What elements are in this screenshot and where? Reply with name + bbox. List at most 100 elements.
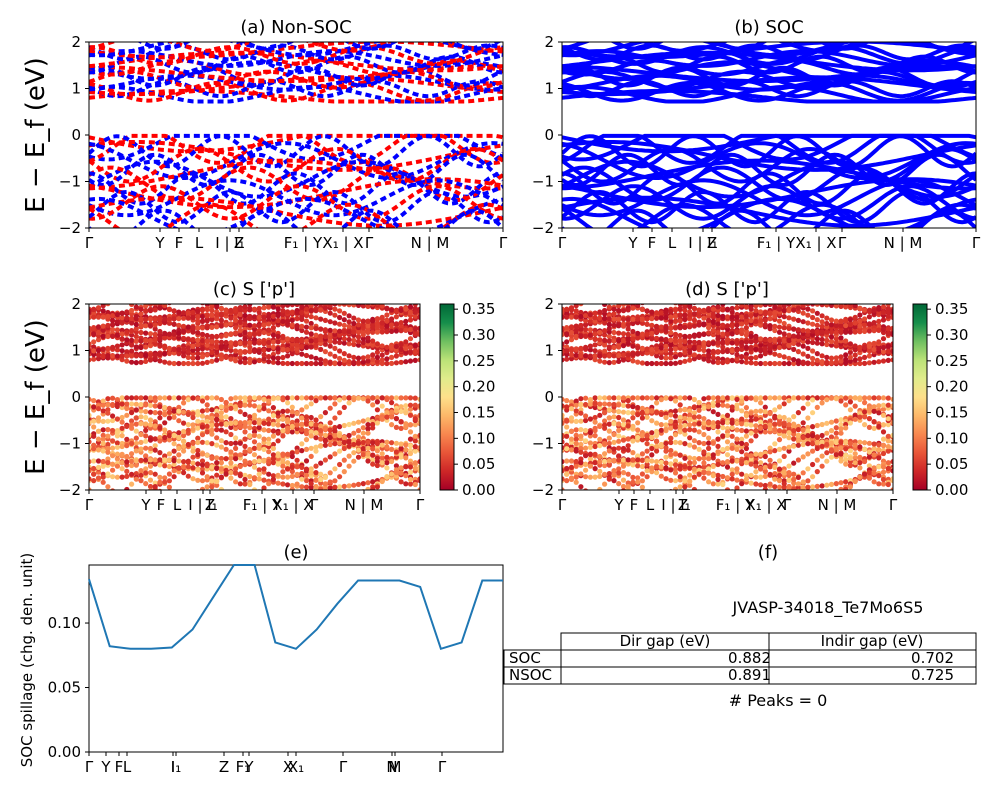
- scatter-point: [389, 409, 395, 415]
- scatter-point: [814, 434, 820, 441]
- scatter-point: [237, 409, 243, 415]
- scatter-point: [393, 470, 399, 476]
- scatter-point: [776, 478, 783, 484]
- scatter-point: [795, 481, 802, 487]
- scatter-point: [597, 468, 603, 474]
- scatter-point: [597, 453, 603, 460]
- scatter-point: [327, 441, 333, 448]
- scatter-point: [691, 466, 698, 472]
- scatter-point: [270, 339, 276, 345]
- scatter-point: [682, 478, 688, 484]
- scatter-point: [214, 416, 220, 422]
- scatter-point: [247, 414, 253, 420]
- scatter-point: [233, 479, 239, 485]
- scatter-point: [866, 424, 873, 430]
- scatter-point: [313, 477, 319, 483]
- scatter-point: [762, 360, 768, 367]
- scatter-point: [110, 292, 115, 297]
- scatter-point: [95, 329, 102, 336]
- scatter-point: [223, 446, 229, 452]
- scatter-point: [762, 412, 768, 418]
- scatter-point: [639, 433, 646, 439]
- scatter-point: [299, 313, 305, 319]
- scatter-point: [758, 400, 764, 406]
- scatter-point: [663, 355, 669, 361]
- scatter-point: [228, 315, 234, 321]
- scatter-point: [762, 409, 768, 415]
- scatter-point: [356, 298, 361, 303]
- scatter-point: [758, 342, 764, 348]
- scatter-point: [303, 395, 310, 401]
- scatter-point: [199, 458, 206, 464]
- scatter-point: [129, 348, 135, 354]
- scatter-point: [299, 323, 305, 329]
- scatter-point: [620, 331, 627, 337]
- scatter-point: [91, 351, 97, 358]
- scatter-point: [687, 422, 693, 428]
- scatter-point: [843, 395, 849, 401]
- scatter-point: [672, 398, 679, 404]
- scatter-point: [687, 357, 693, 363]
- scatter-point: [337, 328, 343, 334]
- scatter-point: [620, 488, 627, 490]
- scatter-point: [289, 351, 295, 357]
- scatter-point: [365, 451, 371, 457]
- scatter-point: [805, 433, 811, 439]
- scatter-point: [857, 474, 863, 480]
- scatter-point: [701, 416, 707, 422]
- scatter-point: [412, 460, 418, 466]
- scatter-point: [124, 468, 130, 474]
- scatter-point: [810, 348, 816, 354]
- scatter-point: [199, 451, 206, 457]
- scatter-point: [280, 416, 286, 422]
- scatter-point: [190, 440, 196, 446]
- scatter-point: [204, 313, 210, 319]
- scatter-point: [696, 429, 702, 435]
- scatter-point: [819, 341, 825, 347]
- scatter-point: [791, 423, 797, 429]
- scatter-point: [701, 440, 707, 447]
- scatter-point: [129, 359, 135, 365]
- scatter-point: [562, 341, 565, 347]
- scatter-point: [800, 343, 806, 349]
- scatter-point: [635, 479, 641, 485]
- scatter-point: [209, 427, 215, 433]
- scatter-point: [880, 469, 887, 475]
- scatter-point: [294, 464, 300, 470]
- scatter-point: [398, 307, 404, 313]
- scatter-point: [129, 295, 134, 300]
- scatter-point: [119, 310, 125, 316]
- scatter-point: [729, 471, 735, 477]
- scatter-point: [261, 304, 267, 306]
- scatter-point: [223, 354, 229, 360]
- scatter-point: [611, 414, 617, 420]
- scatter-point: [843, 338, 849, 344]
- scatter-point: [119, 395, 125, 401]
- scatter-point: [739, 436, 745, 442]
- scatter-point: [181, 400, 187, 406]
- scatter-point: [814, 483, 820, 489]
- scatter-point: [100, 327, 106, 333]
- scatter-point: [313, 448, 319, 454]
- scatter-point: [256, 476, 262, 482]
- scatter-point: [228, 356, 234, 362]
- scatter-point: [847, 462, 854, 469]
- scatter-point: [355, 434, 362, 440]
- scatter-point: [620, 470, 627, 476]
- scatter-point: [266, 427, 272, 434]
- scatter-point: [361, 293, 366, 298]
- scatter-point: [564, 356, 570, 362]
- scatter-point: [620, 422, 627, 428]
- scatter-point: [583, 474, 589, 480]
- scatter-point: [172, 297, 177, 302]
- scatter-point: [398, 441, 404, 447]
- scatter-point: [587, 430, 594, 436]
- scatter-point: [233, 358, 239, 364]
- scatter-point: [289, 304, 295, 308]
- scatter-point: [767, 342, 773, 348]
- scatter-point: [256, 404, 262, 410]
- scatter-point: [687, 460, 693, 466]
- scatter-point: [772, 471, 778, 477]
- scatter-point: [687, 412, 693, 418]
- scatter-point: [587, 343, 594, 349]
